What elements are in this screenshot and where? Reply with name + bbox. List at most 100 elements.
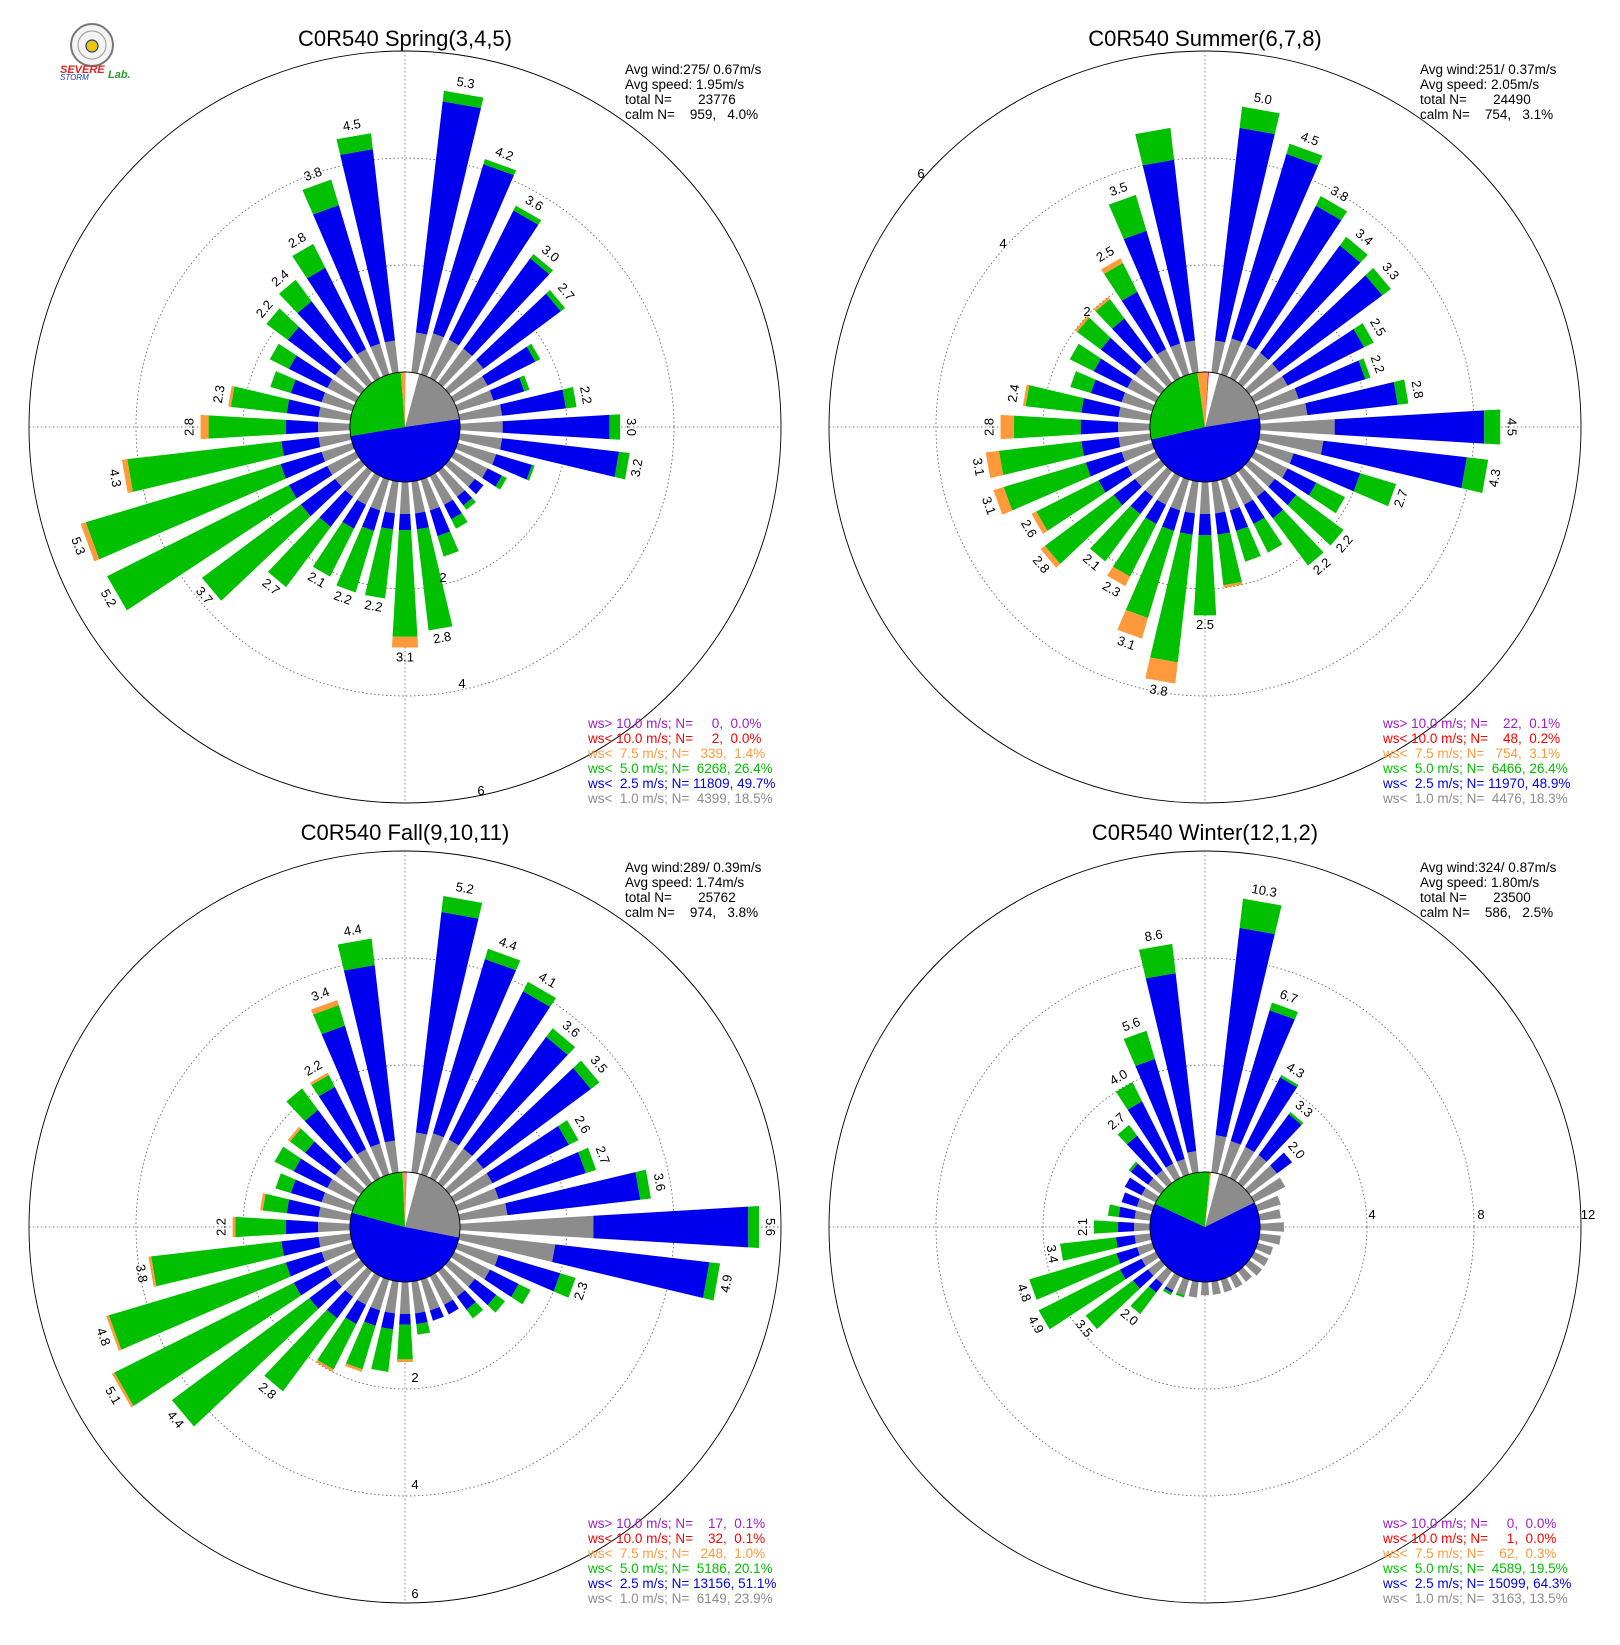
bar-segment-gray bbox=[444, 359, 484, 395]
bar-label: 2.2 bbox=[577, 385, 595, 405]
bar-segment-blue bbox=[463, 1036, 568, 1156]
bar-segment-gray bbox=[1255, 1195, 1281, 1212]
calm-slice-gray bbox=[405, 1173, 460, 1238]
bar-segment-blue bbox=[456, 490, 473, 506]
ring-label: 4 bbox=[411, 1477, 418, 1492]
bar-segment-blue bbox=[1164, 1286, 1174, 1293]
bar-segment-green bbox=[230, 386, 290, 414]
bar-segment-orange bbox=[310, 999, 339, 1015]
bar-segment-gray bbox=[1244, 1165, 1278, 1195]
calm-slice-blue bbox=[1151, 418, 1260, 482]
bar-segment-green bbox=[267, 517, 331, 588]
bar-segment-blue bbox=[482, 346, 536, 386]
calm-slice-blue bbox=[350, 418, 461, 483]
bar-segment-green bbox=[523, 981, 557, 1007]
ring-label: 4 bbox=[1368, 1207, 1375, 1222]
bar-segment-orange bbox=[344, 1363, 363, 1372]
bar-segment-gray bbox=[1258, 1209, 1281, 1221]
bar-segment-green bbox=[553, 1273, 576, 1298]
bar-segment-blue bbox=[343, 965, 395, 1143]
bar-segment-gray bbox=[1147, 1178, 1166, 1195]
bar-segment-gray bbox=[1200, 1281, 1210, 1296]
bar-segment-gray bbox=[1244, 1259, 1263, 1276]
bar-segment-gray bbox=[1259, 1222, 1284, 1232]
bar-segment-blue bbox=[1179, 511, 1195, 535]
bar-segment-blue bbox=[500, 389, 566, 416]
bar-label: 3.4 bbox=[1043, 1244, 1061, 1264]
bar-segment-green bbox=[1003, 462, 1091, 511]
calm-slice-red bbox=[1205, 372, 1209, 427]
bar-segment-blue bbox=[288, 466, 333, 499]
bar-label: 3.1 bbox=[396, 649, 414, 664]
bar-label: 2.8 bbox=[982, 418, 997, 436]
bar-segment-green bbox=[513, 205, 542, 225]
bar-segment-blue bbox=[1116, 1247, 1140, 1264]
bar-segment-orange bbox=[309, 1072, 329, 1086]
bar-segment-blue bbox=[1231, 153, 1319, 343]
legend-entry: ws< 10.0 m/s; N= 48, 0.2% bbox=[1382, 731, 1560, 746]
bar-segment-orange bbox=[1223, 581, 1243, 588]
bar-segment-gray bbox=[420, 477, 440, 511]
bar-segment-green bbox=[546, 1028, 576, 1055]
bar-label: 3.1 bbox=[1115, 633, 1137, 653]
bar-segment-gray bbox=[1147, 1259, 1166, 1276]
calm-slice-green bbox=[1150, 372, 1205, 440]
bar-segment-green bbox=[437, 531, 459, 557]
bar-segment-gray bbox=[1145, 466, 1173, 497]
bar-segment-gray bbox=[370, 477, 390, 511]
bar-segment-blue bbox=[476, 1067, 591, 1169]
bar-segment-green bbox=[487, 1294, 505, 1313]
bar-segment-gray bbox=[1229, 1146, 1255, 1182]
bar-segment-green bbox=[573, 1060, 600, 1089]
bar-segment-blue bbox=[340, 149, 395, 343]
bar-label: 4.4 bbox=[497, 934, 519, 954]
bar-segment-green bbox=[1461, 457, 1489, 494]
bar-segment-green bbox=[107, 485, 297, 611]
stat-calm: calm N= 974, 3.8% bbox=[625, 905, 758, 920]
bar-label: 3.6 bbox=[523, 192, 546, 214]
bar-segment-gray bbox=[1211, 1135, 1227, 1174]
bar-segment-gray bbox=[357, 1149, 381, 1182]
panel-title: C0R540 Fall(9,10,11) bbox=[301, 820, 510, 845]
bar-segment-gray bbox=[318, 1233, 352, 1248]
bar-segment-gray bbox=[1136, 1242, 1155, 1256]
bar-segment-green bbox=[1150, 532, 1193, 663]
bar-label: 3.0 bbox=[624, 418, 639, 436]
stat-total: total N= 25762 bbox=[625, 890, 736, 905]
legend-entry: ws< 7.5 m/s; N= 754, 3.1% bbox=[1382, 746, 1560, 761]
bar-segment-gray bbox=[1141, 1187, 1160, 1203]
bar-label: 5.3 bbox=[68, 535, 88, 557]
bar-label: 3.8 bbox=[133, 1263, 151, 1283]
bar-segment-blue bbox=[1081, 398, 1121, 417]
bar-segment-gray bbox=[1220, 477, 1240, 511]
bar-segment-orange bbox=[1000, 414, 1014, 440]
bar-segment-gray bbox=[384, 480, 399, 514]
bar-segment-green bbox=[269, 343, 297, 369]
bar-segment-blue bbox=[492, 454, 533, 480]
bar-segment-green bbox=[1239, 898, 1282, 935]
bar-segment-green bbox=[1013, 415, 1081, 439]
bar-segment-orange bbox=[1101, 258, 1123, 274]
bar-label: 2.8 bbox=[432, 628, 452, 646]
bar-segment-blue bbox=[1256, 490, 1284, 519]
stat-avg-wind: Avg wind:324/ 0.87m/s bbox=[1420, 860, 1557, 875]
bar-segment-green bbox=[519, 375, 530, 392]
stat-avg-wind: Avg wind:275/ 0.67m/s bbox=[625, 62, 762, 77]
bar-segment-green bbox=[1107, 1204, 1121, 1217]
bar-segment-gray bbox=[370, 343, 390, 377]
bar-label: 4.8 bbox=[93, 1326, 113, 1348]
bar-segment-gray bbox=[437, 466, 465, 497]
legend-entry: ws< 2.5 m/s; N= 15099, 64.3% bbox=[1382, 1576, 1571, 1591]
bar-segment-gray bbox=[318, 421, 351, 433]
bar-segment-green bbox=[1029, 1253, 1121, 1300]
bar-segment-blue bbox=[1090, 379, 1126, 403]
bar-segment-green bbox=[1104, 263, 1138, 301]
bar-segment-gray bbox=[399, 481, 411, 514]
bar-segment-blue bbox=[1215, 927, 1275, 1138]
bar-label: 3.6 bbox=[560, 1017, 583, 1040]
bar-segment-gray bbox=[1255, 442, 1294, 464]
bar-segment-gray bbox=[321, 442, 355, 462]
stat-total: total N= 23776 bbox=[625, 92, 736, 107]
bar-label: 2.2 bbox=[214, 1218, 229, 1236]
bar-segment-green bbox=[1036, 480, 1106, 531]
